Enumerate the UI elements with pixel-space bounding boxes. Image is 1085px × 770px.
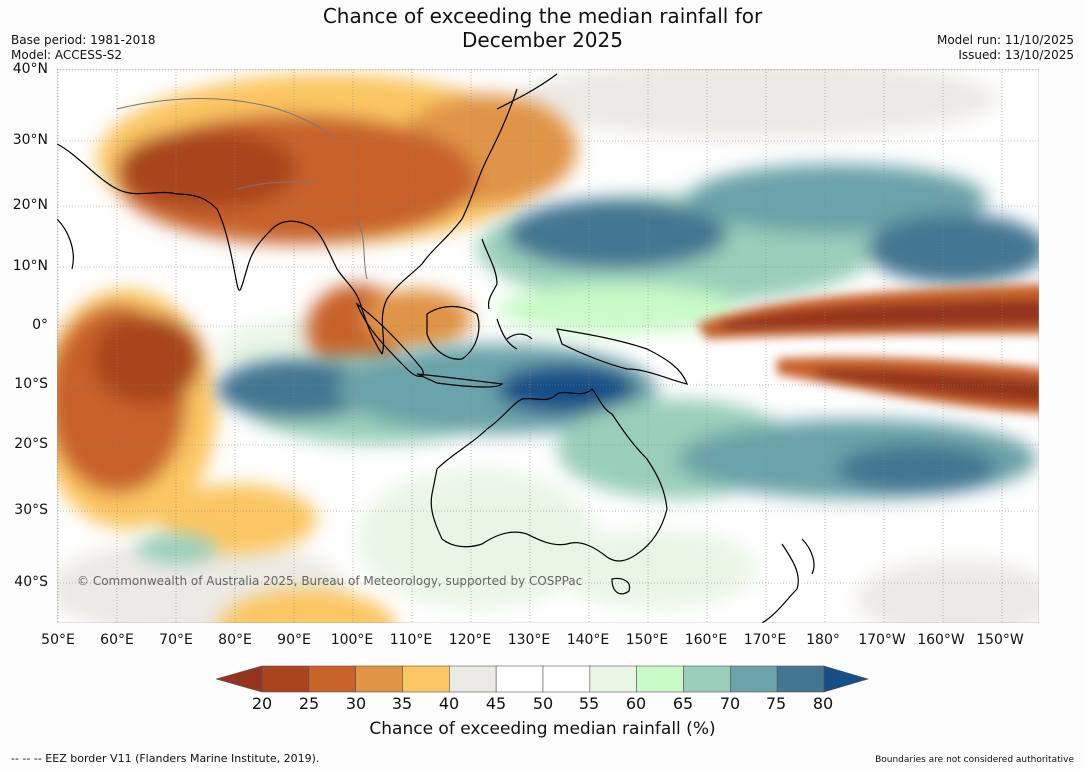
colorbar-swatch [776, 665, 825, 693]
model-run: Model run: 11/10/2025 [936, 33, 1074, 47]
colorbar-tick: 65 [672, 694, 694, 713]
issued-date: Issued: 13/10/2025 [958, 48, 1074, 62]
lon-label-150e: 150°E [625, 632, 669, 648]
colorbar-tick: 25 [298, 694, 320, 713]
lon-label-90e: 90°E [277, 632, 311, 648]
colorbar-label: Chance of exceeding median rainfall (%) [369, 719, 716, 739]
lon-label-170e: 170°E [743, 632, 787, 648]
title-line-2: December 2025 [462, 28, 623, 52]
meta-right: Model run: 11/10/2025 Issued: 13/10/2025 [937, 33, 1074, 63]
colorbar-tick: 60 [625, 694, 647, 713]
colorbar-over-arrow [823, 665, 870, 693]
country-borders [116, 98, 368, 280]
lon-label-150w: 150°W [976, 632, 1024, 648]
colorbar-swatch [449, 665, 497, 693]
colorbar-swatch [355, 665, 403, 693]
title-line-1: Chance of exceeding the median rainfall … [322, 4, 763, 28]
colorbar-swatches [261, 665, 825, 693]
rainfall-map: © Commonwealth of Australia 2025, Bureau… [57, 69, 1039, 623]
lat-label-20n: 20°N [12, 197, 48, 213]
lat-label-40n: 40°N [12, 61, 48, 77]
coastlines [57, 73, 815, 623]
lon-label-80e: 80°E [218, 632, 252, 648]
colorbar-swatch [683, 665, 731, 693]
pacific-dry-tongue [697, 284, 1039, 414]
colorbar-tick: 75 [765, 694, 787, 713]
colorbar-swatch [589, 665, 637, 693]
lon-label-160w: 160°W [917, 632, 965, 648]
lat-label-20s: 20°S [14, 436, 48, 452]
colorbar-tick: 35 [391, 694, 413, 713]
base-period: Base period: 1981-2018 [11, 33, 156, 47]
colorbar-swatch [402, 665, 450, 693]
colorbar [216, 665, 870, 693]
lon-label-100e: 100°E [330, 632, 374, 648]
colorbar-tick: 40 [438, 694, 460, 713]
lat-label-10s: 10°S [14, 376, 48, 392]
colorbar-tick: 50 [532, 694, 554, 713]
wet-anomaly-layer [137, 164, 1039, 564]
boundaries-disclaimer: Boundaries are not considered authoritat… [875, 755, 1074, 765]
colorbar-tick: 70 [719, 694, 741, 713]
lon-label-140e: 140°E [566, 632, 610, 648]
eez-border-note: -- -- -- EEZ border V11 (Flanders Marine… [11, 752, 320, 765]
lon-label-110e: 110°E [389, 632, 433, 648]
colorbar-tick: 20 [251, 694, 273, 713]
colorbar-swatch [495, 665, 544, 693]
colorbar-tick: 45 [485, 694, 507, 713]
dry-anomaly-layer [57, 74, 577, 623]
copyright-notice: © Commonwealth of Australia 2025, Bureau… [77, 574, 582, 588]
colorbar-swatch [636, 665, 684, 693]
lat-label-eq: 0° [32, 317, 48, 333]
lat-label-30n: 30°N [12, 132, 48, 148]
lon-label-120e: 120°E [448, 632, 492, 648]
map-title: Chance of exceeding the median rainfall … [0, 4, 1085, 52]
lon-label-50e: 50°E [41, 632, 75, 648]
colorbar-tick: 80 [812, 694, 834, 713]
lat-label-40s: 40°S [14, 574, 48, 590]
graticule [57, 69, 1039, 623]
colorbar-swatch [542, 665, 591, 693]
lon-label-130e: 130°E [507, 632, 551, 648]
lon-label-160e: 160°E [684, 632, 728, 648]
lon-label-70e: 70°E [159, 632, 193, 648]
model-name: Model: ACCESS-S2 [11, 48, 123, 62]
colorbar-tick: 30 [345, 694, 367, 713]
lat-label-10n: 10°N [12, 258, 48, 274]
colorbar-swatch [308, 665, 356, 693]
lat-label-30s: 30°S [14, 502, 48, 518]
lon-label-170w: 170°W [858, 632, 906, 648]
colorbar-under-arrow [216, 665, 263, 693]
colorbar-swatch [730, 665, 778, 693]
colorbar-tick: 55 [578, 694, 600, 713]
lon-label-60e: 60°E [100, 632, 134, 648]
meta-left: Base period: 1981-2018 Model: ACCESS-S2 [11, 33, 156, 63]
colorbar-swatch [261, 665, 310, 693]
lon-label-180: 180° [806, 632, 840, 648]
